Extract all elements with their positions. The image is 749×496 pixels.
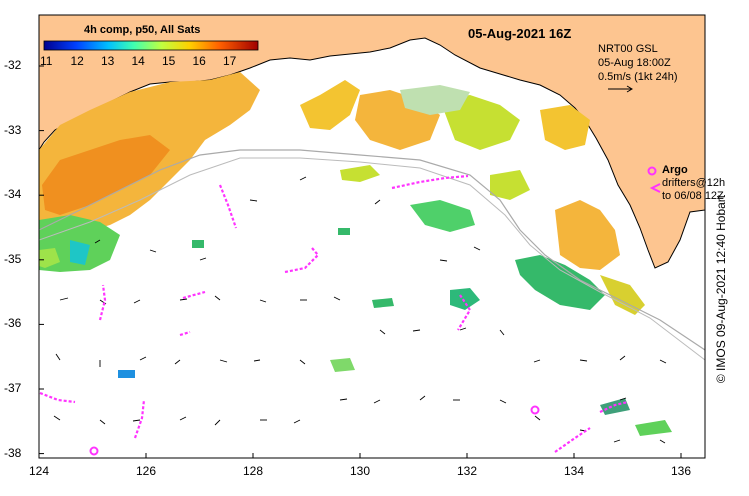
- y-tick-label: -36: [4, 316, 22, 331]
- credit-text: © IMOS 09-Aug-2021 12:40 Hobart: [713, 194, 728, 384]
- y-tick-label: -35: [4, 251, 22, 266]
- colorbar-tick-label: 14: [131, 54, 145, 68]
- colorbar-tick-label: 17: [223, 54, 237, 68]
- colorbar: [43, 40, 259, 51]
- y-tick-label: -38: [4, 445, 22, 460]
- drifter-legend-label-2: to 06/08 12Z: [662, 190, 724, 202]
- y-tick-label: -33: [4, 122, 22, 137]
- colorbar-tick-label: 11: [40, 54, 53, 68]
- colorbar-tick-label: 13: [101, 54, 115, 68]
- drifter-tracks: [39, 174, 629, 453]
- drifter-legend-label-1: drifters@12h: [662, 177, 726, 189]
- x-axis: [38, 453, 682, 458]
- x-tick-label: 130: [350, 464, 371, 478]
- colorbar-tick-label: 15: [162, 54, 176, 68]
- current-vectors: [53, 176, 667, 444]
- colorbar-title: 4h comp, p50, All Sats: [84, 24, 201, 36]
- colorbar-tick-label: 16: [192, 54, 206, 68]
- info-line-1: NRT00 GSL: [598, 43, 658, 55]
- argo-float: [530, 405, 540, 415]
- x-tick-label: 134: [564, 464, 585, 478]
- x-tick-label: 126: [136, 464, 157, 478]
- x-tick-label: 136: [671, 464, 692, 478]
- x-tick-label: 128: [243, 464, 264, 478]
- y-tick-label: -32: [4, 58, 22, 72]
- y-tick-label: -37: [4, 381, 22, 395]
- argo-float: [89, 446, 99, 456]
- map-title: 05-Aug-2021 16Z: [468, 26, 572, 41]
- argo-legend-label: Argo: [662, 164, 688, 176]
- plot-frame: [38, 14, 706, 459]
- y-tick-label: -34: [4, 187, 22, 202]
- colorbar-tick-label: 12: [70, 54, 84, 68]
- isobath-line: [39, 149, 705, 351]
- info-line-3: 0.5m/s (1kt 24h): [598, 71, 678, 83]
- info-line-2: 05-Aug 18:00Z: [598, 57, 671, 69]
- x-tick-label: 124: [29, 464, 50, 478]
- x-tick-label: 132: [457, 464, 478, 478]
- argo-legend-icon: [647, 166, 657, 176]
- drifter-legend-icon: [649, 183, 661, 193]
- land-mass: [39, 15, 705, 269]
- y-axis: [39, 65, 44, 455]
- scale-arrow: [608, 85, 633, 93]
